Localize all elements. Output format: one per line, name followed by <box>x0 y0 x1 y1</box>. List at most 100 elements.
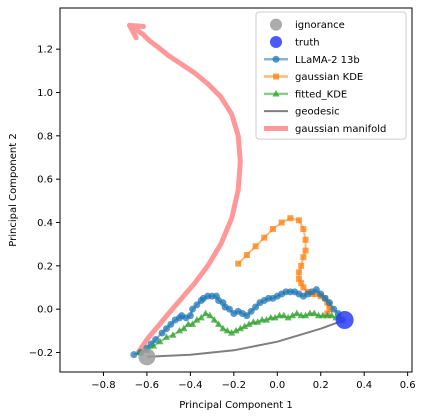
series-fitted-kde-point <box>223 326 231 334</box>
series-gaussian-kde-point <box>302 236 309 243</box>
series-fitted-kde-point <box>219 324 227 332</box>
series-gaussian-kde-point <box>243 252 250 258</box>
series-truth-point <box>335 311 354 329</box>
series-fitted-kde-point <box>197 313 205 321</box>
series-llama-2-13b-point <box>193 301 201 309</box>
series-llama-2-13b-point <box>330 305 338 313</box>
series-llama-2-13b-point <box>167 320 175 328</box>
series-gaussian-kde-point <box>298 280 305 287</box>
x-tick-label: −0.6 <box>135 380 159 391</box>
series-fitted-kde-point <box>280 311 288 319</box>
series-fitted-kde-point <box>228 329 236 336</box>
series-gaussian-kde-point <box>261 234 268 241</box>
y-tick-label: 0.4 <box>37 218 53 229</box>
series-fitted-kde-point <box>201 309 210 317</box>
legend-label-geodesic: geodesic <box>295 107 340 118</box>
legend: ignorance truth LLaMA-2 13b gaussian KDE fit… <box>255 11 407 140</box>
x-axis-label: Principal Component 1 <box>179 400 292 411</box>
legend-label-gaussian-kde: gaussian KDE <box>295 72 363 83</box>
legend-marker-llama-2-13b <box>272 55 280 63</box>
x-tick-label: −0.2 <box>222 380 246 391</box>
series-gaussian-kde-point <box>300 254 307 261</box>
series-gaussian-manifold-arrowhead <box>127 22 146 41</box>
series-llama-2-13b-point <box>252 303 260 311</box>
series-fitted-kde-point <box>169 331 177 338</box>
series-layer <box>127 22 354 366</box>
series-fitted-kde-point <box>245 320 253 327</box>
y-tick-label: 1.0 <box>37 88 53 99</box>
series-gaussian-kde-point <box>313 291 320 297</box>
legend-box <box>255 11 407 140</box>
series-fitted-kde-point <box>162 333 171 340</box>
series-fitted-kde-point <box>288 311 297 319</box>
series-fitted-kde-point <box>210 316 218 323</box>
series-fitted-kde-point <box>215 320 223 327</box>
legend-label-llama-2-13b: LLaMA-2 13b <box>295 55 360 66</box>
series-gaussian-kde-point <box>278 219 285 226</box>
series-geodesic-line <box>146 319 345 358</box>
series-fitted-kde-point <box>271 313 279 321</box>
series-gaussian-kde-point <box>252 243 259 250</box>
series-gaussian-kde-point <box>296 269 303 276</box>
series-fitted-kde-point <box>328 311 336 319</box>
legend-label-gaussian-manifold: gaussian manifold <box>295 124 386 135</box>
y-tick-label: 1.2 <box>37 45 53 56</box>
series-llama-2-13b-point <box>317 290 325 298</box>
series-fitted-kde-point <box>188 320 197 327</box>
legend-label-ignorance: ignorance <box>295 20 345 31</box>
series-fitted-kde-point <box>254 318 262 325</box>
legend-label-truth: truth <box>295 37 320 48</box>
series-llama-2-13b-point <box>325 299 333 307</box>
series-fitted-kde-point <box>293 309 301 317</box>
series-gaussian-kde-point <box>302 247 309 254</box>
legend-marker-gaussian-kde <box>273 73 279 80</box>
series-fitted-kde-point <box>180 324 188 332</box>
series-fitted-kde-point <box>236 324 244 332</box>
ticks-layer: −0.8 −0.6 −0.4 −0.2 0.0 0.2 0.4 0.6 −0.2 0.0 0.2 0.… <box>29 45 416 391</box>
x-tick-label: −0.4 <box>178 380 202 391</box>
series-llama-2-13b-point <box>225 305 233 313</box>
x-tick-label: 0.6 <box>400 380 416 391</box>
series-llama-2-13b-point <box>321 294 329 302</box>
x-tick-label: 0.4 <box>356 380 372 391</box>
series-gaussian-kde-point <box>235 260 242 267</box>
x-tick-label: −0.8 <box>91 380 115 391</box>
series-gaussian-kde-point <box>296 217 303 224</box>
series-gaussian-kde-point <box>298 262 305 269</box>
series-fitted-kde-point <box>175 326 184 334</box>
y-tick-label: 0.8 <box>37 131 53 142</box>
y-tick-label: 0.6 <box>37 175 53 186</box>
series-fitted-kde-point <box>241 322 249 330</box>
series-gaussian-kde-point <box>300 226 307 232</box>
x-tick-label: 0.0 <box>269 380 285 391</box>
series-ignorance-point <box>138 348 156 366</box>
series-llama-2-13b-point <box>243 312 251 320</box>
series-llama-2-13b-point <box>186 312 194 320</box>
y-tick-label: 0.2 <box>37 261 53 272</box>
legend-handle-truth <box>270 35 282 48</box>
legend-handle-ignorance <box>270 18 282 31</box>
legend-label-fitted-kde: fitted_KDE <box>295 89 347 100</box>
series-fitted-kde-point <box>206 311 214 319</box>
series-gaussian-kde-point <box>326 306 333 313</box>
legend-marker-fitted-kde <box>272 89 280 97</box>
series-fitted-kde-point <box>284 313 292 321</box>
series-llama-2-13b-point <box>189 305 197 313</box>
y-tick-label: −0.2 <box>29 348 53 359</box>
y-axis-label: Principal Component 2 <box>8 133 19 246</box>
series-fitted-kde-point <box>156 337 164 345</box>
series-fitted-kde-point <box>262 316 271 323</box>
x-tick-label: 0.2 <box>313 380 329 391</box>
plot-frame <box>59 7 413 373</box>
series-fitted-kde-point <box>193 316 201 323</box>
series-llama-2-13b-point <box>247 307 255 315</box>
series-gaussian-kde-point <box>296 275 303 282</box>
series-gaussian-manifold-line <box>127 22 243 355</box>
series-fitted-kde-point <box>310 309 318 317</box>
series-fitted-kde-point <box>149 342 158 349</box>
series-llama-2-13b-point <box>130 351 138 359</box>
series-llama-2-13b-point <box>312 286 320 294</box>
series-gaussian-kde-point <box>287 215 294 222</box>
series-gaussian-kde-point <box>300 284 307 291</box>
